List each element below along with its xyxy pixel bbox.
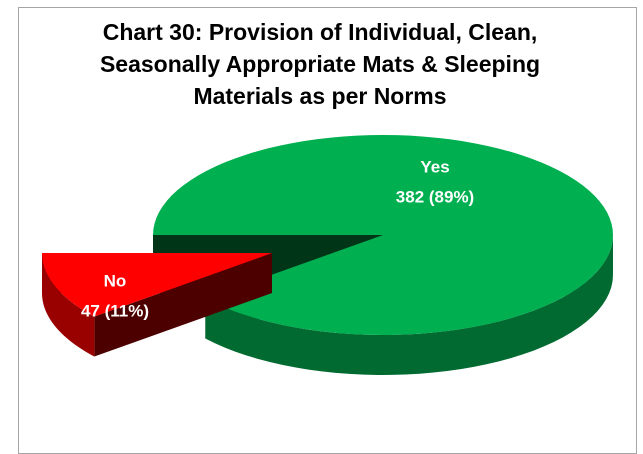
slice-top — [42, 253, 272, 317]
data-label-category: No — [104, 271, 127, 290]
data-label-value: 47 (11%) — [81, 301, 149, 320]
pie-slice — [42, 253, 272, 357]
data-label-category: Yes — [420, 157, 449, 176]
slice-wall — [205, 235, 613, 375]
slice-wall — [42, 253, 95, 357]
data-label-value: 382 (89%) — [396, 187, 474, 206]
chart-title: Chart 30: Provision of Individual, Clean… — [99, 19, 541, 109]
